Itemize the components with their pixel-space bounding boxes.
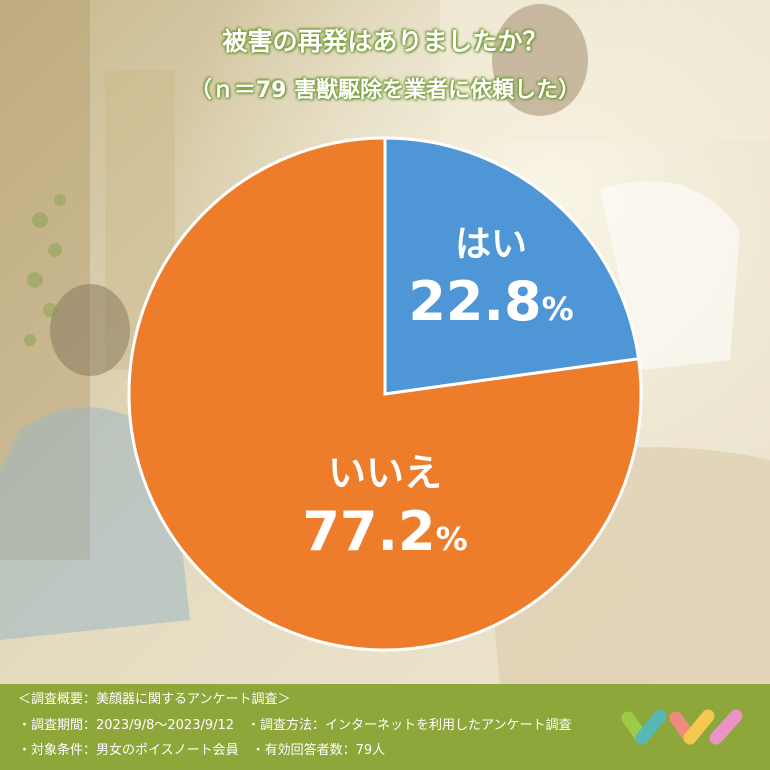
survey-heading: ＜調査概要：美顔器に関するアンケート調査＞ — [18, 692, 291, 707]
survey-period-method: ・調査期間：2023/9/8～2023/9/12 ・調査方法：インターネットを利… — [18, 718, 572, 733]
slice-value-yes: 22.8% — [408, 270, 573, 333]
pie-slice-no — [127, 136, 643, 652]
brand-logo-icon — [621, 709, 743, 745]
survey-footer: ＜調査概要：美顔器に関するアンケート調査＞ ・調査期間：2023/9/8～202… — [0, 684, 770, 770]
slice-label-no: いいえ — [328, 451, 442, 495]
pie-slice-yes — [383, 136, 641, 396]
chart-subtitle: （ｎ＝79 害獣駆除を業者に依頼した） — [189, 78, 581, 103]
slice-label-yes: はい — [455, 224, 527, 265]
survey-conditions: ・対象条件：男女のポイスノート会員 ・有効回答者数：79人 — [18, 743, 386, 758]
slice-value-no: 77.2% — [302, 500, 467, 563]
chart-title: 被害の再発はありましたか？ — [222, 27, 548, 56]
